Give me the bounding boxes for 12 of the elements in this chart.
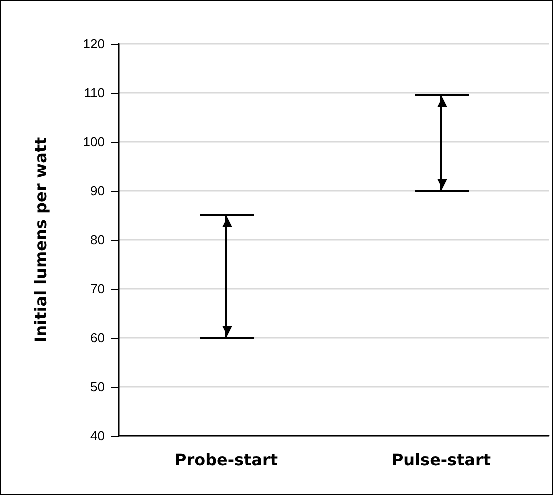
y-tick-label: 50 [90,380,105,394]
x-tick-label: Pulse-start [392,450,492,470]
y-tick-label: 90 [90,184,105,198]
y-tick-label: 60 [90,330,105,346]
y-tick-label: 70 [90,282,105,296]
y-tick-label: 110 [84,86,105,100]
y-tick-label: 120 [83,36,105,52]
y-tick-label: 80 [90,232,105,248]
x-tick-label: Probe-start [174,450,278,470]
y-tick-label: 100 [83,134,105,150]
y-tick-label: 40 [90,428,105,444]
y-axis-title: Initial lumens per watt [32,136,50,343]
